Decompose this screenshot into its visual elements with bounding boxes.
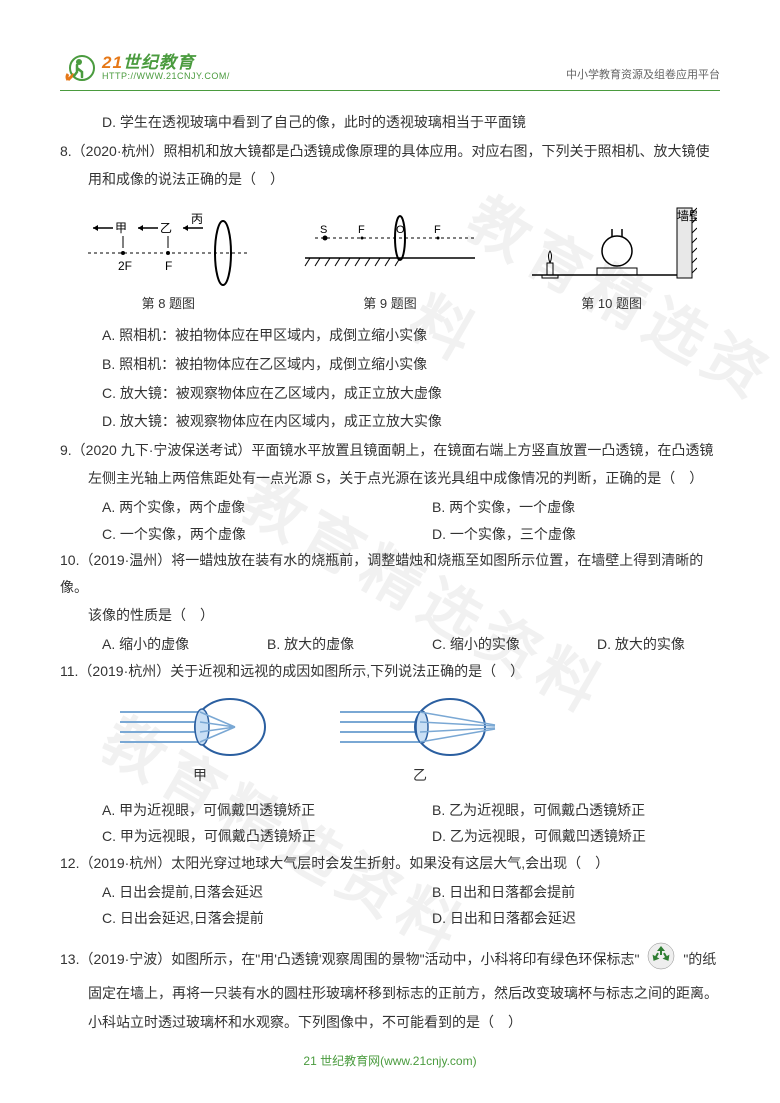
q9-option-d: D. 一个实像，三个虚像 <box>390 521 720 548</box>
q12-option-b: B. 日出和日落都会提前 <box>390 879 720 906</box>
figure-9: S F O F <box>300 208 480 288</box>
eye-left-label: 甲 <box>193 762 207 789</box>
svg-text:F: F <box>165 259 172 273</box>
q12-stem: 12.（2019·杭州）太阳光穿过地球大气层时会发生折射。如果没有这层大气,会出… <box>60 850 720 877</box>
q9-option-a: A. 两个实像，两个虚像 <box>60 494 390 521</box>
eye-left-icon <box>120 692 280 762</box>
eye-figures: 甲 乙 <box>60 692 720 789</box>
q9-option-b: B. 两个实像，一个虚像 <box>390 494 720 521</box>
svg-text:乙: 乙 <box>160 221 172 235</box>
q10-stem: 10.（2019·温州）将一蜡烛放在装有水的烧瓶前，调整蜡烛和烧瓶至如图所示位置… <box>60 547 720 600</box>
fig9-caption: 第 9 题图 <box>363 292 416 317</box>
svg-text:墙壁: 墙壁 <box>677 208 697 223</box>
q12-option-a: A. 日出会提前,日落会延迟 <box>60 879 390 906</box>
q10-option-c: C. 缩小的实像 <box>390 631 555 658</box>
q10-option-b: B. 放大的虚像 <box>225 631 390 658</box>
logo-icon <box>60 50 96 86</box>
q10-stem-cont: 该像的性质是（ ） <box>60 602 720 629</box>
figure-10: 墙壁 <box>527 203 697 288</box>
figures-row: 2F F 甲 乙 丙 第 8 题图 <box>60 203 720 317</box>
q13-line2: 固定在墙上，再将一只装有水的圆柱形玻璃杯移到标志的正前方，然后改变玻璃杯与标志之… <box>60 980 720 1007</box>
q8-option-a: A. 照相机：被拍物体应在甲区域内，成倒立缩小实像 <box>60 322 720 349</box>
q11-option-b: B. 乙为近视眼，可佩戴凸透镜矫正 <box>390 797 720 824</box>
fig8-caption: 第 8 题图 <box>142 292 195 317</box>
q12-option-d: D. 日出和日落都会延迟 <box>390 905 720 932</box>
q9-option-c: C. 一个实像，两个虚像 <box>60 521 390 548</box>
q8-stem: 8.（2020·杭州）照相机和放大镜都是凸透镜成像原理的具体应用。对应右图，下列… <box>60 138 720 165</box>
figure-8: 2F F 甲 乙 丙 <box>83 208 253 288</box>
q8-option-b: B. 照相机：被拍物体应在乙区域内，成倒立缩小实像 <box>60 351 720 378</box>
q11-option-c: C. 甲为远视眼，可佩戴凸透镜矫正 <box>60 823 390 850</box>
svg-text:O: O <box>396 224 405 236</box>
q11-option-a: A. 甲为近视眼，可佩戴凹透镜矫正 <box>60 797 390 824</box>
q8-stem-cont: 用和成像的说法正确的是（ ） <box>60 166 720 193</box>
q10-option-d: D. 放大的实像 <box>555 631 720 658</box>
q13-stem: 13.（2019·宁波）如图所示，在"用'凸透镜'观察周围的景物"活动中，小科将… <box>60 942 720 979</box>
q7-option-d: D. 学生在透视玻璃中看到了自己的像，此时的透视玻璃相当于平面镜 <box>60 109 720 136</box>
q8-option-c: C. 放大镜：被观察物体应在乙区域内，成正立放大虚像 <box>60 380 720 407</box>
recycle-icon <box>647 942 675 979</box>
q8-option-d: D. 放大镜：被观察物体应在内区域内，成正立放大实像 <box>60 408 720 435</box>
page-footer: 21 世纪教育网(www.21cnjy.com) <box>0 1050 780 1073</box>
header-caption: 中小学教育资源及组卷应用平台 <box>566 65 720 86</box>
logo: 21世纪教育 HTTP://WWW.21CNJY.COM/ <box>60 50 230 86</box>
logo-text-cn: 21世纪教育 <box>102 54 230 73</box>
svg-text:F: F <box>434 224 441 236</box>
eye-right-icon <box>340 692 500 762</box>
svg-text:F: F <box>358 224 365 236</box>
q11-stem: 11.（2019·杭州）关于近视和远视的成因如图所示,下列说法正确的是（ ） <box>60 658 720 685</box>
svg-text:丙: 丙 <box>191 212 203 226</box>
logo-url: HTTP://WWW.21CNJY.COM/ <box>102 72 230 82</box>
q13-line3: 小科站立时透过玻璃杯和水观察。下列图像中，不可能看到的是（ ） <box>60 1009 720 1036</box>
page-header: 21世纪教育 HTTP://WWW.21CNJY.COM/ 中小学教育资源及组卷… <box>60 50 720 91</box>
svg-text:2F: 2F <box>118 259 132 273</box>
fig10-caption: 第 10 题图 <box>581 292 642 317</box>
q9-stem: 9.（2020 九下·宁波保送考试）平面镜水平放置且镜面朝上，在镜面右端上方竖直… <box>60 437 720 464</box>
eye-right-label: 乙 <box>413 762 427 789</box>
q12-option-c: C. 日出会延迟,日落会提前 <box>60 905 390 932</box>
svg-text:甲: 甲 <box>115 221 127 235</box>
q9-stem-cont: 左侧主光轴上两倍焦距处有一点光源 S，关于点光源在该光具组中成像情况的判断，正确… <box>60 465 720 492</box>
q10-option-a: A. 缩小的虚像 <box>60 631 225 658</box>
q11-option-d: D. 乙为远视眼，可佩戴凹透镜矫正 <box>390 823 720 850</box>
svg-text:S: S <box>320 224 327 236</box>
